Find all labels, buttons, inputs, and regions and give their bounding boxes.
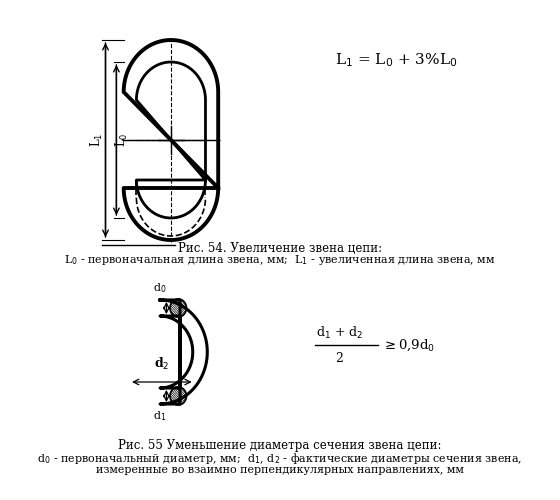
Text: L$_0$: L$_0$ bbox=[114, 132, 130, 148]
Text: измеренные во взаимно перпендикулярных направлениях, мм: измеренные во взаимно перпендикулярных н… bbox=[96, 465, 464, 475]
Text: d$_0$: d$_0$ bbox=[153, 281, 167, 295]
Text: Рис. 54. Увеличение звена цепи:: Рис. 54. Увеличение звена цепи: bbox=[178, 242, 382, 254]
Text: d$_1$: d$_1$ bbox=[153, 409, 167, 423]
Text: L$_1$: L$_1$ bbox=[89, 133, 105, 147]
Text: L$_1$ = L$_0$ + 3%L$_0$: L$_1$ = L$_0$ + 3%L$_0$ bbox=[334, 51, 457, 69]
Text: d$_1$ + d$_2$: d$_1$ + d$_2$ bbox=[316, 325, 363, 341]
Text: Рис. 55 Уменьшение диаметра сечения звена цепи:: Рис. 55 Уменьшение диаметра сечения звен… bbox=[118, 438, 442, 452]
Text: d$_0$ - первоначальный диаметр, мм;  d$_1$, d$_2$ - фактические диаметры сечения: d$_0$ - первоначальный диаметр, мм; d$_1… bbox=[38, 450, 522, 466]
Text: 2: 2 bbox=[335, 352, 343, 366]
Text: d$_2$: d$_2$ bbox=[154, 356, 170, 372]
Text: $\geq$0,9d$_0$: $\geq$0,9d$_0$ bbox=[382, 338, 435, 352]
Text: L$_0$ - первоначальная длина звена, мм;  L$_1$ - увеличенная длина звена, мм: L$_0$ - первоначальная длина звена, мм; … bbox=[64, 253, 496, 267]
